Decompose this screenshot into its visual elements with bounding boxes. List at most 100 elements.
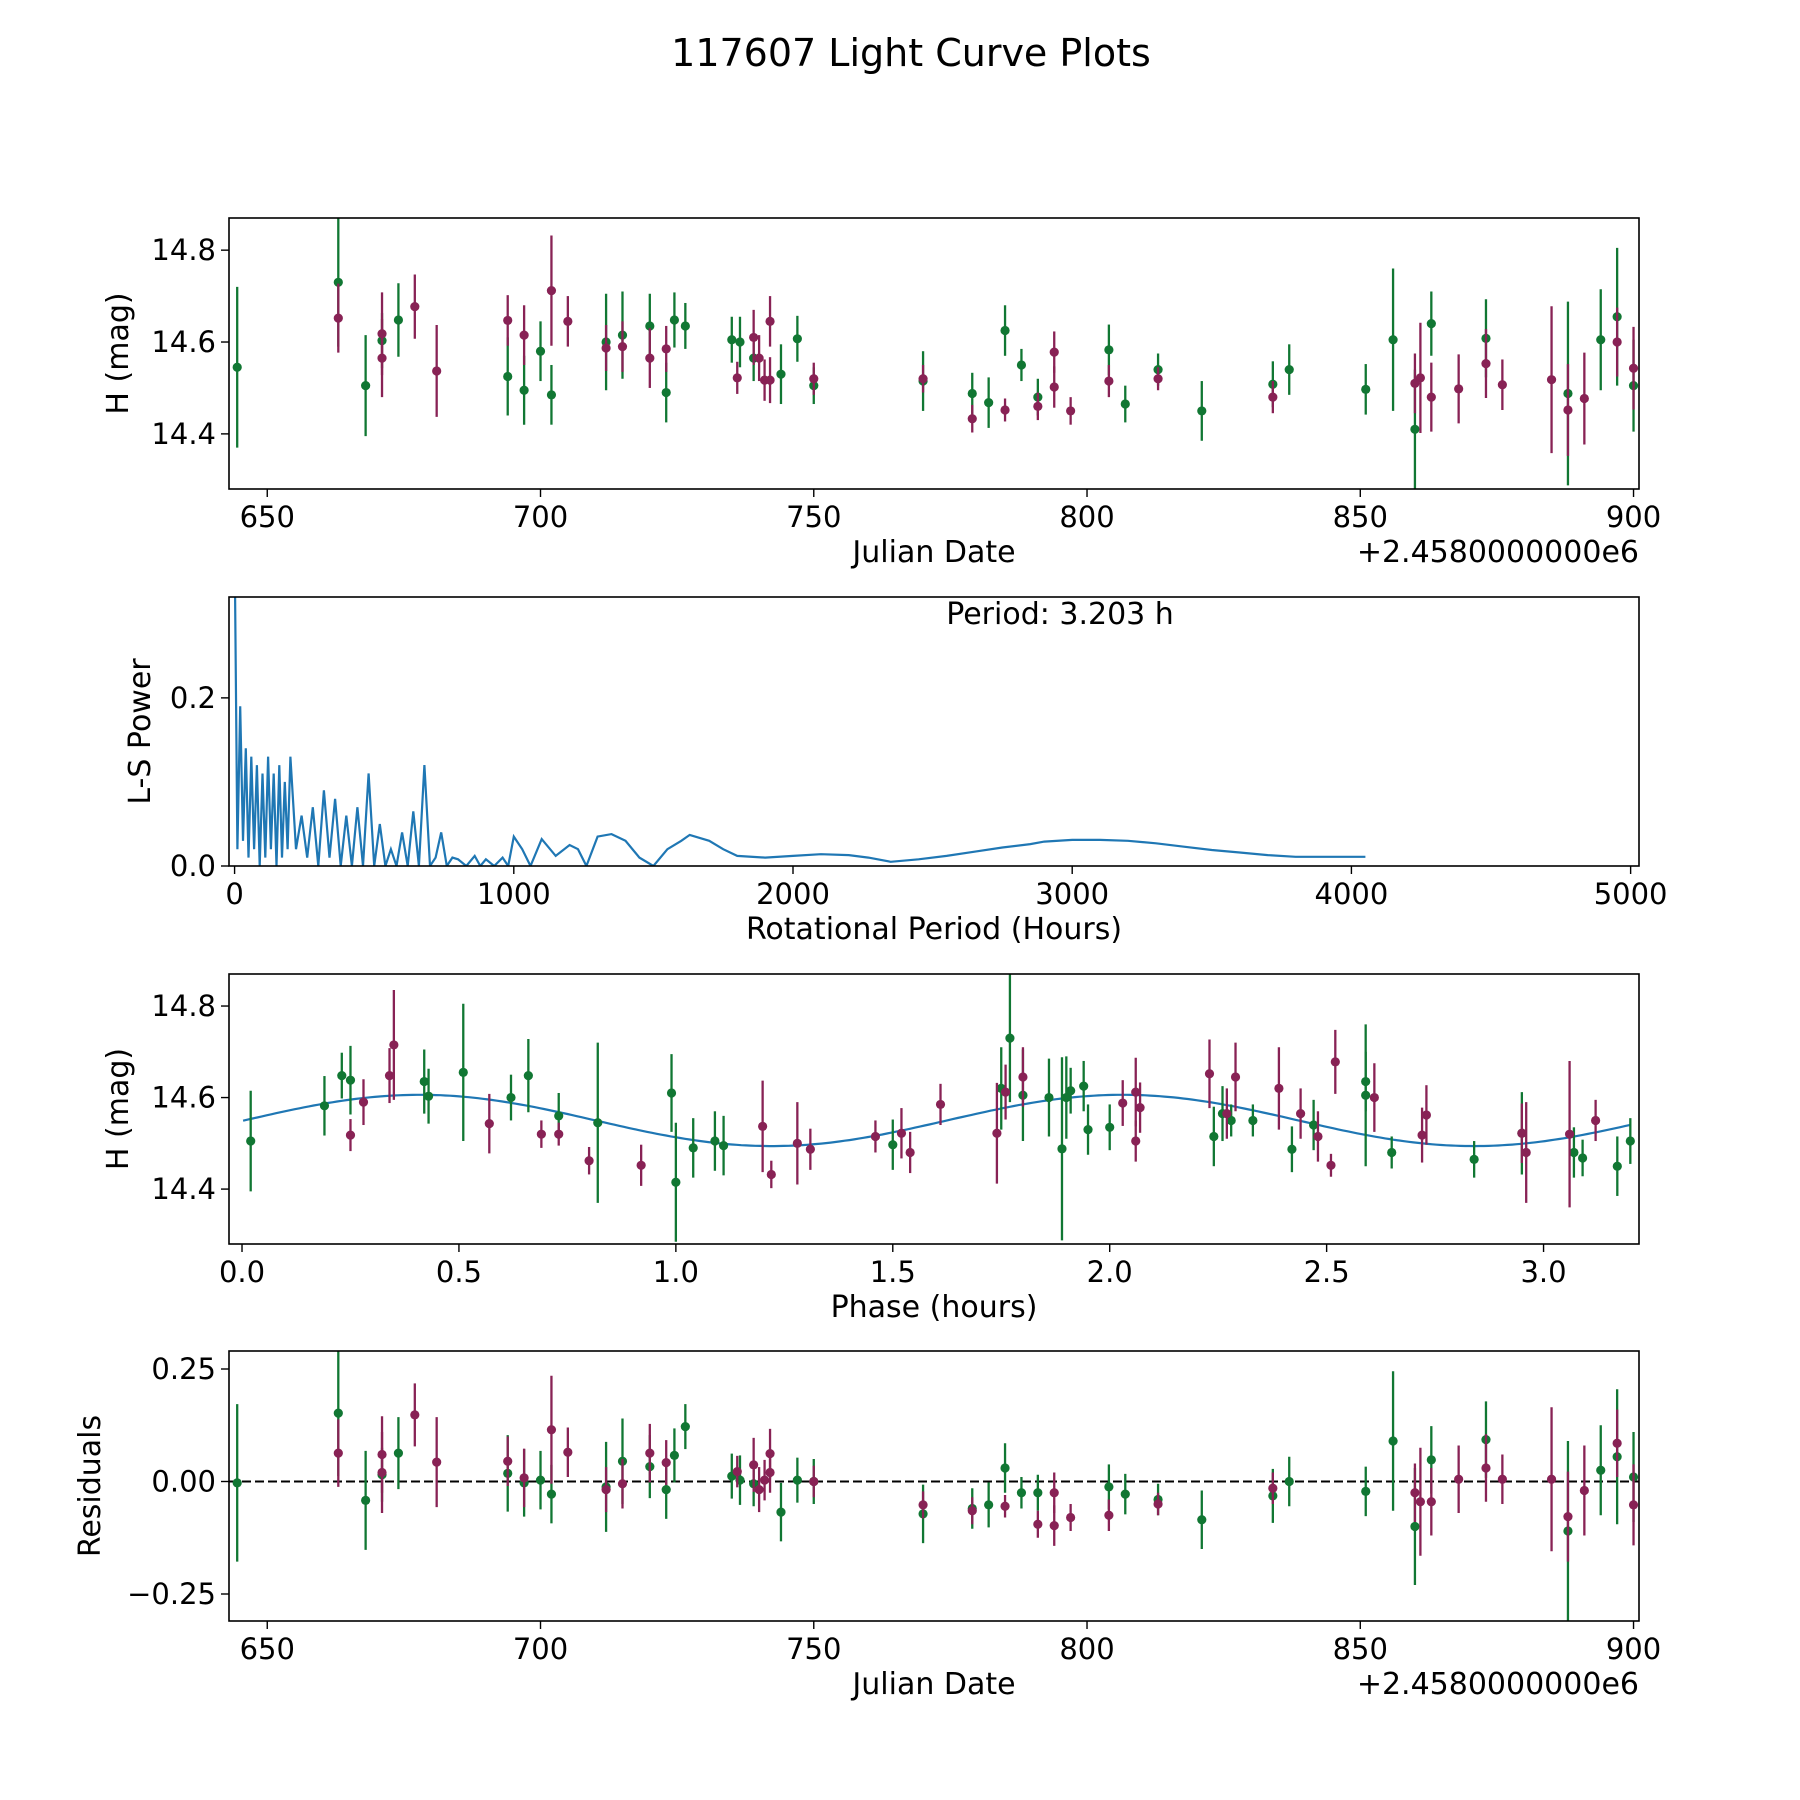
data-point bbox=[1061, 1092, 1071, 1103]
x-tick-label: 2.5 bbox=[1304, 1255, 1350, 1289]
data-point bbox=[1410, 1488, 1420, 1498]
data-point bbox=[661, 344, 671, 354]
data-point bbox=[918, 374, 928, 384]
data-point bbox=[384, 1070, 395, 1081]
x-tick-label: 800 bbox=[1059, 500, 1114, 534]
data-point bbox=[1016, 360, 1027, 370]
y-tick-label: 0.00 bbox=[151, 1465, 216, 1499]
data-point bbox=[1309, 1120, 1319, 1130]
data-point bbox=[1361, 1076, 1371, 1087]
data-point bbox=[984, 1500, 994, 1510]
data-point bbox=[645, 321, 655, 331]
axes-frame bbox=[228, 1350, 1640, 1622]
data-point bbox=[1049, 347, 1059, 357]
data-point bbox=[1563, 405, 1573, 415]
x-tick-label: 3000 bbox=[1035, 877, 1109, 911]
data-point bbox=[765, 375, 775, 385]
x-tick-label: 2000 bbox=[756, 877, 830, 911]
x-axis-label: Julian Date bbox=[850, 1667, 1015, 1702]
data-point bbox=[506, 1092, 516, 1103]
data-point bbox=[1226, 1115, 1236, 1126]
x-axis-label: Phase (hours) bbox=[831, 1290, 1038, 1325]
x-tick-label: 0.0 bbox=[219, 1255, 265, 1289]
data-point bbox=[984, 398, 994, 408]
data-point bbox=[246, 1136, 256, 1146]
data-point bbox=[1596, 335, 1606, 345]
data-point bbox=[645, 353, 655, 363]
data-point bbox=[1326, 1160, 1336, 1170]
data-point bbox=[1135, 1103, 1145, 1113]
axes-frame bbox=[228, 973, 1640, 1245]
data-point bbox=[669, 315, 680, 325]
data-point bbox=[1033, 1519, 1043, 1529]
data-point bbox=[345, 1130, 356, 1140]
data-point bbox=[1596, 1465, 1606, 1475]
data-point bbox=[393, 1448, 404, 1458]
x-tick-label: 650 bbox=[240, 1632, 295, 1666]
data-point bbox=[710, 1136, 720, 1146]
data-point bbox=[377, 1449, 387, 1460]
data-point bbox=[1000, 1501, 1010, 1511]
data-point bbox=[563, 316, 573, 326]
data-point bbox=[1387, 1147, 1397, 1158]
data-point bbox=[967, 1506, 977, 1516]
x-tick-label: 750 bbox=[786, 500, 841, 534]
data-point bbox=[1120, 399, 1130, 409]
data-point bbox=[1330, 1057, 1340, 1067]
data-point bbox=[423, 1091, 434, 1101]
data-point bbox=[765, 316, 775, 326]
data-point bbox=[519, 385, 529, 395]
x-tick-label: 700 bbox=[513, 500, 568, 534]
data-point bbox=[809, 1476, 819, 1487]
data-point bbox=[1120, 1489, 1130, 1499]
data-point bbox=[636, 1160, 646, 1170]
y-tick-label: 14.6 bbox=[151, 1081, 216, 1115]
data-point bbox=[1426, 1497, 1436, 1507]
x-tick-label: 650 bbox=[240, 500, 295, 534]
x-tick-label: 900 bbox=[1606, 500, 1661, 534]
y-tick-label: 14.6 bbox=[151, 325, 216, 359]
data-point bbox=[1000, 325, 1010, 336]
series-green bbox=[232, 218, 1639, 489]
data-point bbox=[333, 277, 343, 287]
series-magenta bbox=[345, 990, 1601, 1208]
data-point bbox=[503, 315, 513, 326]
data-point bbox=[1369, 1092, 1379, 1103]
data-point bbox=[661, 387, 671, 398]
data-point bbox=[666, 1088, 677, 1098]
data-point bbox=[319, 1101, 330, 1111]
y-tick-label: 14.8 bbox=[151, 989, 216, 1023]
data-point bbox=[1628, 363, 1639, 373]
series-green bbox=[232, 1351, 1639, 1621]
data-point bbox=[1287, 1144, 1297, 1154]
y-axis-label: H (mag) bbox=[101, 1048, 136, 1170]
data-point bbox=[519, 1473, 529, 1483]
figure-title: 117607 Light Curve Plots bbox=[671, 31, 1151, 75]
data-point bbox=[935, 1099, 946, 1110]
data-point bbox=[718, 1141, 729, 1151]
data-point bbox=[1284, 1476, 1294, 1487]
data-point bbox=[523, 1070, 533, 1081]
data-point bbox=[1628, 1500, 1639, 1510]
data-point bbox=[1105, 1122, 1115, 1132]
period-annotation: Period: 3.203 h bbox=[946, 597, 1174, 632]
data-point bbox=[601, 343, 611, 353]
data-point bbox=[661, 1458, 671, 1468]
data-point bbox=[519, 330, 529, 340]
data-point bbox=[1000, 1087, 1011, 1097]
data-point bbox=[749, 332, 759, 343]
data-point bbox=[361, 381, 371, 391]
data-point bbox=[546, 1489, 557, 1499]
data-point bbox=[758, 1121, 768, 1131]
data-point bbox=[1104, 345, 1114, 355]
y-axis-label: H (mag) bbox=[101, 292, 136, 414]
data-point bbox=[1049, 1488, 1059, 1498]
data-point bbox=[918, 1500, 928, 1510]
data-point bbox=[1033, 1488, 1043, 1498]
data-point bbox=[1313, 1131, 1323, 1142]
data-point bbox=[1625, 1136, 1635, 1146]
data-point bbox=[766, 1169, 776, 1180]
data-point bbox=[554, 1111, 564, 1121]
data-point bbox=[1131, 1136, 1141, 1146]
x-tick-label: 0 bbox=[225, 877, 243, 911]
